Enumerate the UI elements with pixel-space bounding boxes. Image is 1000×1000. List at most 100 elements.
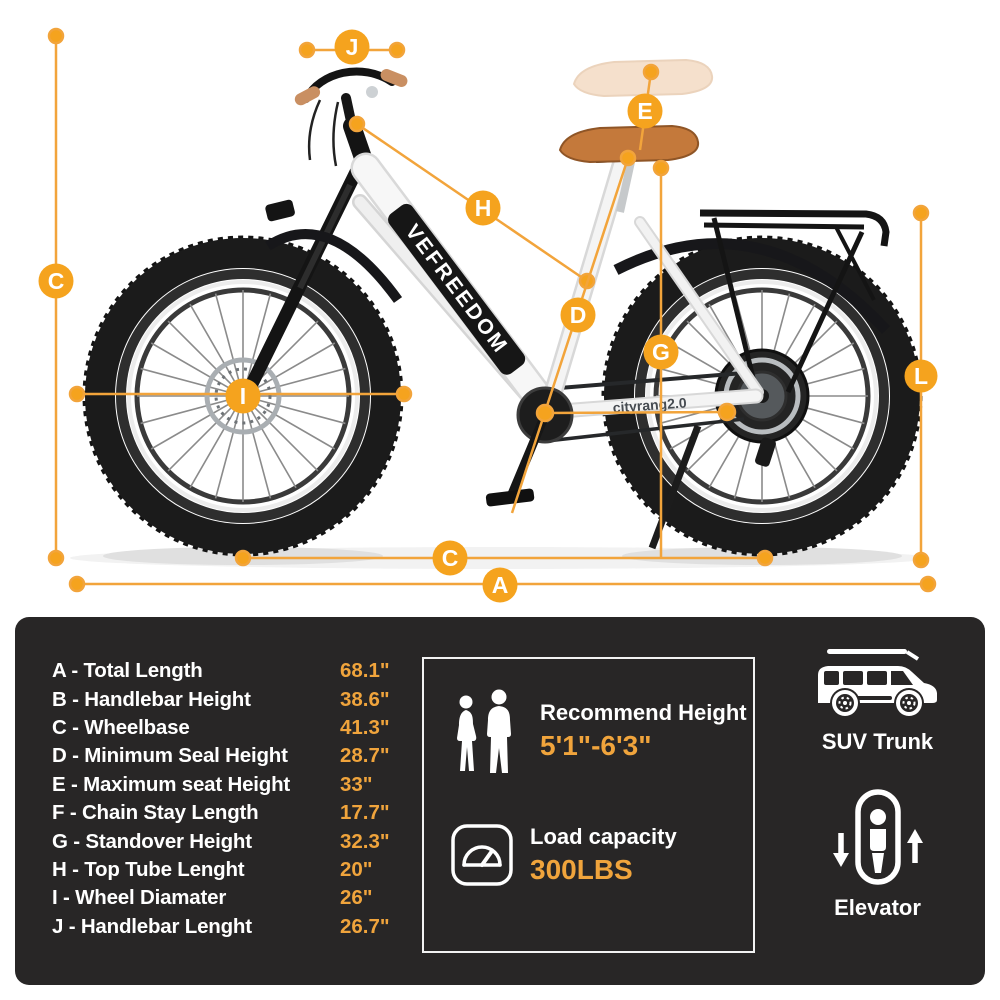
svg-text:D: D [570, 302, 587, 328]
spec-value: 26" [340, 886, 373, 910]
spec-label: G - Standover Height [52, 829, 252, 853]
spec-value: 38.6" [340, 687, 390, 711]
spec-label: D - Minimum Seal Height [52, 744, 288, 768]
dimension-line-chain-stay [535, 402, 737, 423]
spec-row-e: E - Maximum seat Height 33" [52, 771, 424, 799]
spec-value: 33" [340, 772, 373, 796]
spec-label: J - Handlebar Lenght [52, 914, 252, 938]
load-capacity-title: Load capacity [530, 824, 677, 849]
svg-text:C: C [442, 545, 459, 571]
marker-e: E [627, 93, 663, 129]
spec-panel: A - Total Length 68.1" B - Handlebar Hei… [15, 617, 985, 985]
spec-label: F - Chain Stay Length [52, 801, 259, 825]
svg-text:C: C [48, 268, 65, 294]
recommend-height-text: Recommend Height 5'1"-6'3" [540, 700, 747, 762]
rear-rack [699, 209, 890, 394]
marker-total-length: A [482, 567, 518, 603]
marker-i: I [225, 378, 261, 414]
svg-text:H: H [475, 195, 492, 221]
chain [546, 371, 745, 443]
suv-trunk-label: SUV Trunk [821, 729, 934, 754]
load-capacity-value: 300LBS [530, 854, 633, 885]
recommend-height-value: 5'1"-6'3" [540, 730, 652, 761]
brand-decal: VEFREEDOM [401, 220, 513, 358]
spec-value: 20" [340, 857, 373, 881]
spec-list: A - Total Length 68.1" B - Handlebar Hei… [52, 657, 424, 941]
right-grip [380, 69, 408, 87]
svg-text:A: A [492, 572, 509, 598]
bell [366, 86, 378, 98]
suv-icon [817, 649, 937, 716]
marker-right-vertical: L [904, 359, 938, 393]
recommend-height-row: Recommend Height 5'1"-6'3" [450, 685, 753, 777]
dimension-line-max-seat [638, 63, 660, 151]
rear-triangle: cityrang2.0 [540, 216, 764, 420]
load-capacity-text: Load capacity 300LBS [530, 824, 677, 886]
info-box: Recommend Height 5'1"-6'3" Load capacity… [422, 657, 755, 953]
spec-row-b: B - Handlebar Height 38.6" [52, 685, 424, 713]
spec-label: I - Wheel Diamater [52, 886, 227, 910]
elevator-label: Elevator [834, 895, 921, 920]
spec-row-d: D - Minimum Seal Height 28.7" [52, 742, 424, 770]
dimension-line-wheelbase [234, 549, 774, 567]
pedal [485, 488, 535, 507]
spec-value: 17.7" [340, 801, 390, 825]
marker-d: D [560, 297, 596, 333]
marker-wheelbase: C [432, 540, 468, 576]
spec-row-j: J - Handlebar Lenght 26.7" [52, 913, 424, 941]
svg-text:J: J [346, 34, 359, 60]
marker-j: J [334, 29, 370, 65]
spec-value: 26.7" [340, 914, 390, 938]
load-capacity-row: Load capacity 300LBS [450, 823, 753, 887]
handlebar [294, 67, 408, 167]
people-silhouettes-icon [457, 689, 511, 773]
dimension-line-handlebar [298, 41, 406, 59]
features-column: SUV Trunk [770, 647, 985, 921]
dimension-line-seat-height [510, 149, 637, 514]
left-grip [294, 86, 321, 106]
headlight [265, 199, 295, 222]
man-silhouette-icon [487, 689, 511, 773]
spec-value: 32.3" [340, 829, 390, 853]
spec-row-c: C - Wheelbase 41.3" [52, 714, 424, 742]
svg-text:E: E [637, 98, 652, 124]
woman-silhouette-icon [457, 695, 477, 771]
arrow-up-icon [906, 829, 923, 863]
crank-pedal [485, 386, 574, 507]
spec-row-a: A - Total Length 68.1" [52, 657, 424, 685]
spec-label: A - Total Length [52, 659, 203, 683]
front-fender [265, 199, 403, 303]
arrow-down-icon [832, 833, 849, 867]
spec-value: 28.7" [340, 744, 390, 768]
spec-label: C - Wheelbase [52, 715, 190, 739]
marker-g: G [643, 334, 679, 370]
spec-label: E - Maximum seat Height [52, 772, 291, 796]
spec-label: B - Handlebar Height [52, 687, 251, 711]
spec-row-i: I - Wheel Diamater 26" [52, 884, 424, 912]
recommend-height-title: Recommend Height [540, 700, 747, 725]
bike-diagram: cityrang2.0 [38, 27, 938, 603]
spec-row-g: G - Standover Height 32.3" [52, 827, 424, 855]
elevator-icon [832, 789, 923, 885]
rear-fender [613, 238, 891, 334]
marker-left-vertical: C [38, 263, 74, 299]
scale-icon [451, 824, 513, 886]
spec-value: 41.3" [340, 715, 390, 739]
derailleur [755, 437, 776, 467]
spec-label: H - Top Tube Lenght [52, 857, 245, 881]
bike-illustration: cityrang2.0 [38, 27, 938, 603]
svg-text:I: I [240, 383, 246, 409]
suv-trunk-feature: SUV Trunk [812, 647, 944, 755]
marker-h: H [465, 190, 501, 226]
spec-row-f: F - Chain Stay Length 17.7" [52, 799, 424, 827]
spec-value: 68.1" [340, 659, 390, 683]
elevator-feature: Elevator [822, 789, 934, 921]
svg-text:G: G [652, 339, 670, 365]
person-icon [869, 809, 886, 873]
svg-text:L: L [914, 363, 928, 389]
model-decal: cityrang2.0 [612, 394, 687, 415]
dimension-markers: J C L E H D G I C A [38, 29, 938, 603]
saddle [558, 124, 700, 213]
spec-row-h: H - Top Tube Lenght 20" [52, 856, 424, 884]
